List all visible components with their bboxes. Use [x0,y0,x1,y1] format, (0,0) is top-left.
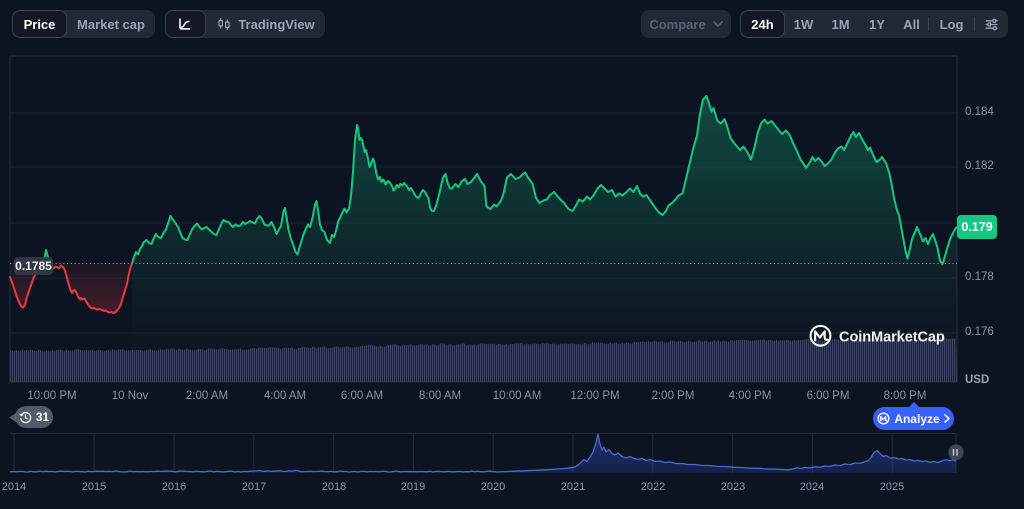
svg-text:CoinMarketCap: CoinMarketCap [839,330,945,346]
